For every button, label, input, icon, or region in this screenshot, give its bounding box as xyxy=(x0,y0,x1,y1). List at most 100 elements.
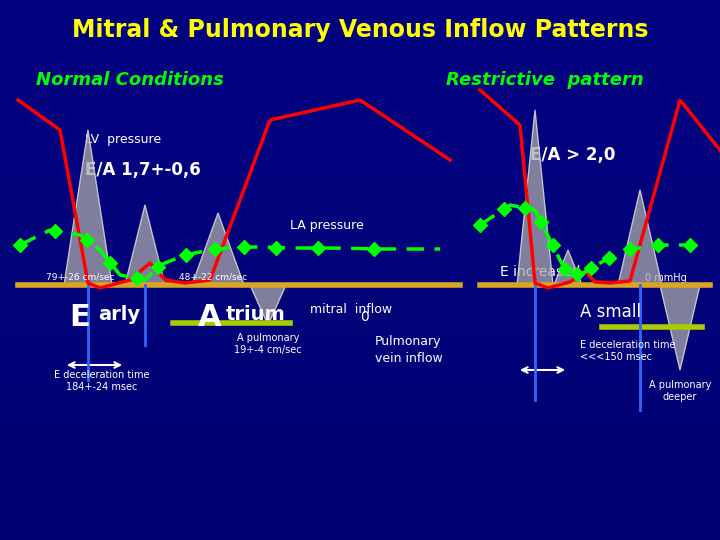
Bar xyxy=(0,73,720,74)
Bar xyxy=(0,323,720,324)
Bar xyxy=(0,100,720,101)
Bar xyxy=(0,406,720,407)
Bar xyxy=(0,371,720,372)
Bar xyxy=(0,523,720,524)
Bar xyxy=(0,60,720,61)
Bar xyxy=(0,43,720,44)
Bar xyxy=(0,0,720,1)
Bar xyxy=(0,473,720,474)
Bar xyxy=(0,137,720,138)
Bar xyxy=(0,167,720,168)
Bar xyxy=(0,299,720,300)
Bar xyxy=(0,136,720,137)
Bar xyxy=(0,322,720,323)
Bar xyxy=(0,423,720,424)
Bar xyxy=(0,351,720,352)
Bar xyxy=(0,403,720,404)
Bar xyxy=(0,349,720,350)
Bar xyxy=(0,59,720,60)
Bar xyxy=(0,178,720,179)
Bar xyxy=(0,451,720,452)
Bar xyxy=(0,402,720,403)
Bar xyxy=(0,302,720,303)
Bar xyxy=(0,339,720,340)
Bar xyxy=(0,164,720,165)
Bar xyxy=(0,72,720,73)
Bar xyxy=(0,317,720,318)
Bar xyxy=(0,399,720,400)
Bar xyxy=(0,62,720,63)
Bar xyxy=(0,275,720,276)
Bar xyxy=(0,336,720,337)
Bar xyxy=(0,3,720,4)
Bar xyxy=(0,348,720,349)
Bar xyxy=(0,88,720,89)
Bar xyxy=(0,246,720,247)
Bar xyxy=(0,257,720,258)
Bar xyxy=(0,460,720,461)
Point xyxy=(180,251,192,259)
Bar xyxy=(0,39,720,40)
Bar xyxy=(0,532,720,533)
Bar xyxy=(0,438,720,439)
Bar xyxy=(0,87,720,88)
Bar xyxy=(0,184,720,185)
Text: Restrictive  pattern: Restrictive pattern xyxy=(446,71,644,89)
Bar xyxy=(0,185,720,186)
Bar xyxy=(0,444,720,445)
Bar xyxy=(0,475,720,476)
Bar xyxy=(0,230,720,231)
Bar xyxy=(0,462,720,463)
Bar xyxy=(0,140,720,141)
Bar xyxy=(0,117,720,118)
Bar xyxy=(0,281,720,282)
Bar xyxy=(0,160,720,161)
Bar xyxy=(0,50,720,51)
Bar xyxy=(0,24,720,25)
Bar xyxy=(0,143,720,144)
Text: E/A 1,7+-0,6: E/A 1,7+-0,6 xyxy=(85,161,201,179)
Bar xyxy=(0,342,720,343)
Point xyxy=(104,259,116,267)
Bar xyxy=(0,127,720,128)
Bar xyxy=(0,152,720,153)
Bar xyxy=(0,176,720,177)
Point xyxy=(81,236,93,245)
Point xyxy=(559,265,570,274)
Bar xyxy=(0,44,720,45)
Text: E increased: E increased xyxy=(500,265,580,279)
Bar xyxy=(0,265,720,266)
Bar xyxy=(0,388,720,389)
Bar xyxy=(0,196,720,197)
Text: 0 mmHg: 0 mmHg xyxy=(645,273,687,283)
Bar xyxy=(0,347,720,348)
Bar xyxy=(0,81,720,82)
Polygon shape xyxy=(618,190,662,285)
Bar xyxy=(0,405,720,406)
Bar xyxy=(0,426,720,427)
Bar xyxy=(0,249,720,250)
Bar xyxy=(0,524,720,525)
Bar xyxy=(0,309,720,310)
Bar xyxy=(0,223,720,224)
Bar xyxy=(0,279,720,280)
Bar xyxy=(0,225,720,226)
Polygon shape xyxy=(250,285,286,325)
Bar xyxy=(0,168,720,169)
Bar xyxy=(0,435,720,436)
Bar xyxy=(0,454,720,455)
Bar xyxy=(0,243,720,244)
Bar xyxy=(0,241,720,242)
Bar xyxy=(0,298,720,299)
Bar xyxy=(0,369,720,370)
Bar xyxy=(0,13,720,14)
Bar xyxy=(0,32,720,33)
Bar xyxy=(0,321,720,322)
Bar xyxy=(0,412,720,413)
Bar xyxy=(0,158,720,159)
Bar xyxy=(0,173,720,174)
Bar xyxy=(0,128,720,129)
Bar xyxy=(0,520,720,521)
Bar xyxy=(0,425,720,426)
Bar xyxy=(0,214,720,215)
